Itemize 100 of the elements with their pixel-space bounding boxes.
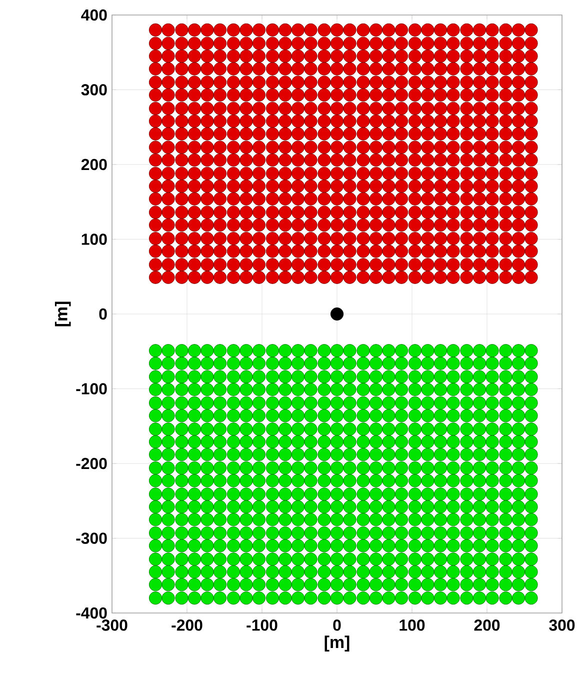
point — [162, 448, 175, 462]
point — [252, 435, 266, 448]
point — [382, 592, 396, 605]
point — [394, 244, 408, 258]
point — [369, 396, 383, 410]
point — [266, 552, 280, 566]
point — [434, 232, 448, 246]
point — [434, 422, 448, 436]
point — [486, 140, 499, 154]
point — [200, 382, 214, 396]
point — [408, 526, 422, 540]
point — [200, 422, 214, 436]
point — [472, 539, 486, 552]
point — [278, 127, 292, 140]
point — [148, 500, 162, 514]
point — [434, 578, 448, 592]
point — [421, 526, 434, 540]
point — [200, 114, 214, 128]
point — [162, 370, 175, 384]
point — [240, 36, 253, 50]
point — [252, 244, 266, 258]
point — [460, 409, 474, 422]
point — [318, 422, 331, 436]
point — [213, 513, 227, 526]
point — [460, 232, 474, 246]
point — [162, 76, 175, 89]
point — [278, 258, 292, 272]
point — [291, 270, 305, 284]
point — [343, 127, 356, 140]
point — [343, 192, 356, 206]
point — [148, 258, 162, 272]
point — [240, 578, 253, 592]
point — [446, 552, 460, 566]
point — [213, 356, 227, 370]
point — [421, 114, 434, 128]
point — [226, 62, 240, 76]
point — [460, 206, 474, 219]
point — [434, 23, 448, 36]
point — [240, 474, 253, 488]
point — [343, 206, 356, 219]
point — [330, 552, 344, 566]
point — [291, 114, 305, 128]
point — [343, 552, 356, 566]
point — [499, 76, 512, 89]
point — [446, 578, 460, 592]
point — [446, 500, 460, 514]
point — [188, 23, 202, 36]
point — [162, 474, 175, 488]
point — [175, 565, 188, 578]
point — [486, 461, 499, 475]
point — [278, 153, 292, 167]
point — [213, 166, 227, 180]
point — [188, 435, 202, 448]
point — [200, 102, 214, 115]
point — [252, 270, 266, 284]
point — [472, 422, 486, 436]
point — [162, 396, 175, 410]
point — [446, 140, 460, 154]
point — [434, 114, 448, 128]
point — [421, 206, 434, 219]
point — [369, 565, 383, 578]
point — [524, 526, 538, 540]
point — [343, 88, 356, 102]
point — [446, 76, 460, 89]
point — [408, 448, 422, 462]
point — [421, 474, 434, 488]
point — [356, 526, 370, 540]
point — [382, 114, 396, 128]
point — [266, 396, 280, 410]
point — [356, 36, 370, 50]
point — [304, 114, 318, 128]
point — [213, 153, 227, 167]
point — [252, 370, 266, 384]
point — [408, 62, 422, 76]
point — [524, 513, 538, 526]
point — [343, 539, 356, 552]
point — [524, 206, 538, 219]
point — [524, 565, 538, 578]
y-tick-label: 0 — [99, 308, 107, 320]
point — [356, 114, 370, 128]
point — [394, 382, 408, 396]
point — [421, 461, 434, 475]
point — [278, 180, 292, 193]
point — [434, 218, 448, 232]
point — [330, 356, 344, 370]
point — [188, 270, 202, 284]
point — [266, 244, 280, 258]
point — [434, 344, 448, 358]
point — [343, 396, 356, 410]
point — [446, 435, 460, 448]
point — [330, 50, 344, 63]
point — [226, 448, 240, 462]
point — [460, 382, 474, 396]
point — [434, 526, 448, 540]
x-tick-label: -100 — [246, 620, 278, 631]
point — [226, 153, 240, 167]
point — [291, 578, 305, 592]
point — [162, 206, 175, 219]
point — [330, 422, 344, 436]
point — [148, 270, 162, 284]
